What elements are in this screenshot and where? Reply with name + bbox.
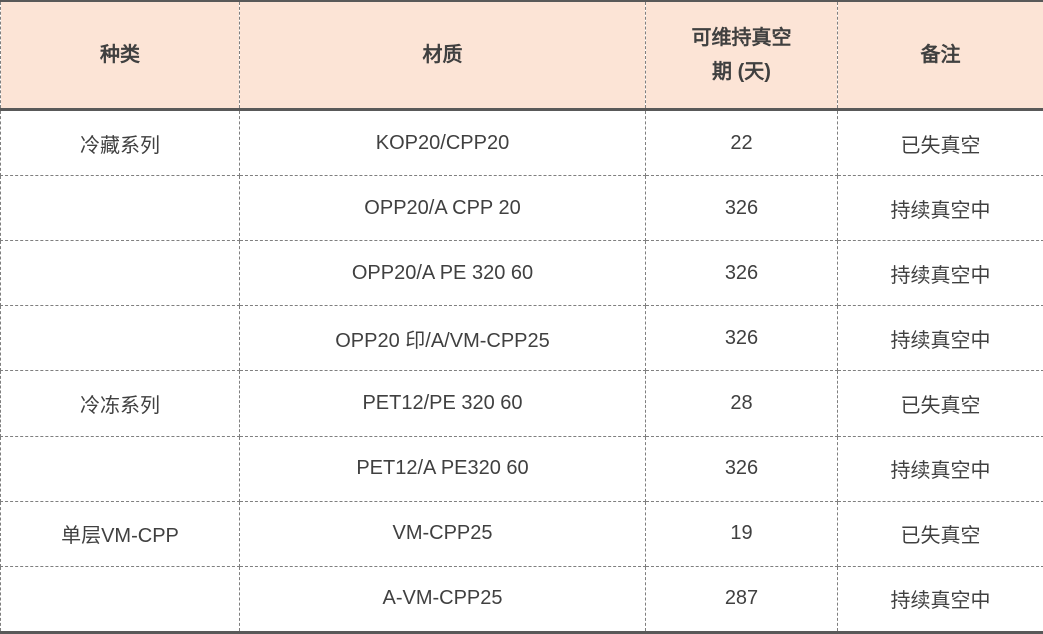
table-row: OPP20/A CPP 20 326 持续真空中 — [0, 175, 1043, 242]
cell-remark: 已失真空 — [837, 500, 1043, 567]
cell-material: KOP20/CPP20 — [239, 108, 646, 177]
cell-material: OPP20/A PE 320 60 — [239, 240, 646, 307]
cell-remark: 已失真空 — [837, 370, 1043, 437]
cell-vacuum-days: 326 — [645, 305, 838, 372]
cell-category — [0, 435, 240, 502]
cell-material: A-VM-CPP25 — [239, 565, 646, 634]
col-header-material: 材质 — [239, 0, 646, 111]
cell-remark: 持续真空中 — [837, 240, 1043, 307]
cell-material: PET12/PE 320 60 — [239, 370, 646, 437]
col-header-category: 种类 — [0, 0, 240, 111]
col-header-category-label: 种类 — [100, 44, 140, 66]
cell-category: 单层VM-CPP — [0, 500, 240, 567]
table-row: 冷藏系列 KOP20/CPP20 22 已失真空 — [0, 108, 1043, 177]
cell-remark: 已失真空 — [837, 108, 1043, 177]
cell-category — [0, 305, 240, 372]
table-row: 冷冻系列 PET12/PE 320 60 28 已失真空 — [0, 370, 1043, 437]
cell-material: OPP20 印/A/VM-CPP25 — [239, 305, 646, 372]
col-header-remark-label: 备注 — [920, 44, 961, 66]
cell-vacuum-days: 287 — [645, 565, 838, 634]
cell-category: 冷藏系列 — [0, 108, 240, 177]
col-header-vacuum-days-label: 可维持真空 期 (天) — [691, 27, 792, 83]
table-row: OPP20/A PE 320 60 326 持续真空中 — [0, 240, 1043, 307]
cell-vacuum-days: 28 — [645, 370, 838, 437]
col-header-vacuum-days: 可维持真空 期 (天) — [645, 0, 838, 111]
cell-vacuum-days: 22 — [645, 108, 838, 177]
cell-vacuum-days: 326 — [645, 240, 838, 307]
cell-material: PET12/A PE320 60 — [239, 435, 646, 502]
header-row: 种类 材质 可维持真空 期 (天) 备注 — [0, 0, 1043, 111]
cell-material: VM-CPP25 — [239, 500, 646, 567]
table-row: PET12/A PE320 60 326 持续真空中 — [0, 435, 1043, 502]
cell-category — [0, 565, 240, 634]
cell-vacuum-days: 326 — [645, 435, 838, 502]
cell-remark: 持续真空中 — [837, 565, 1043, 634]
cell-vacuum-days: 326 — [645, 175, 838, 242]
cell-material: OPP20/A CPP 20 — [239, 175, 646, 242]
col-header-remark: 备注 — [837, 0, 1043, 111]
cell-category — [0, 240, 240, 307]
table-row: A-VM-CPP25 287 持续真空中 — [0, 565, 1043, 634]
cell-category: 冷冻系列 — [0, 370, 240, 437]
table-row: OPP20 印/A/VM-CPP25 326 持续真空中 — [0, 305, 1043, 372]
table-body: 冷藏系列 KOP20/CPP20 22 已失真空 OPP20/A CPP 20 … — [0, 108, 1043, 634]
cell-remark: 持续真空中 — [837, 175, 1043, 242]
cell-vacuum-days: 19 — [645, 500, 838, 567]
col-header-material-label: 材质 — [422, 44, 463, 66]
cell-category — [0, 175, 240, 242]
cell-remark: 持续真空中 — [837, 435, 1043, 502]
cell-remark: 持续真空中 — [837, 305, 1043, 372]
table-row: 单层VM-CPP VM-CPP25 19 已失真空 — [0, 500, 1043, 567]
